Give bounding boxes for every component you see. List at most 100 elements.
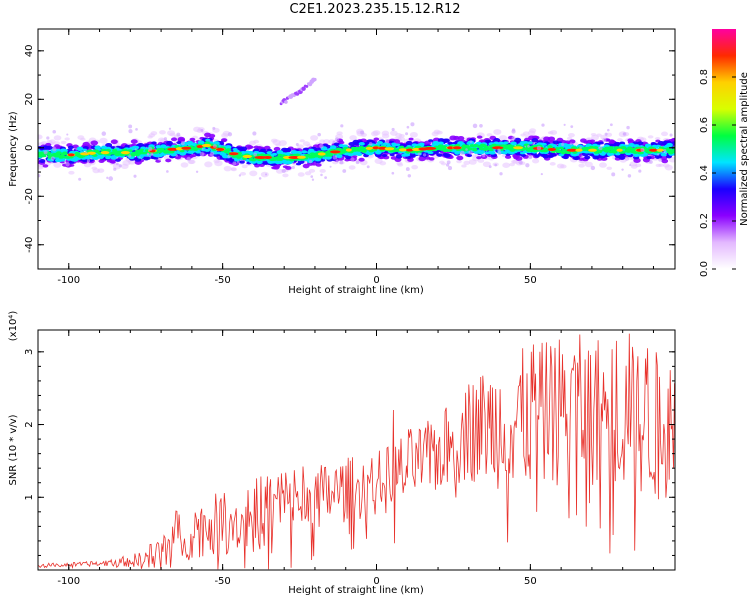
spectrogram-cell [204, 161, 213, 168]
spectrogram-cell [509, 148, 516, 152]
spectrogram-cell [302, 141, 311, 147]
spectrogram-cell [336, 131, 343, 136]
spectrogram-cell [190, 153, 197, 158]
spectrogram-speckle [265, 173, 268, 176]
spectrogram-cell [600, 153, 606, 156]
spectrogram-cell [436, 153, 443, 157]
spectrogram-speckle [108, 176, 114, 181]
spectrogram-cell [322, 139, 331, 145]
spectrogram-cell [197, 147, 203, 150]
spectrogram-speckle [186, 156, 191, 162]
spectrogram-cell [398, 148, 408, 152]
spectrogram-cell [311, 161, 318, 166]
spectrogram-speckle [626, 125, 630, 130]
spectrogram-cell [56, 151, 62, 155]
spectrogram-speckle [281, 168, 286, 174]
spectrogram-cell [527, 141, 533, 145]
spectrogram-speckle [135, 127, 138, 131]
spectrogram-speckle [134, 148, 137, 151]
spectrogram-ytick-label: 40 [24, 44, 35, 57]
spectrogram-cell [541, 142, 547, 146]
colorbar-tick-label: 0.2 [699, 213, 710, 229]
spectrogram-cell [348, 165, 356, 170]
spectrogram-cell [549, 162, 556, 166]
spectrogram-cell [656, 148, 664, 152]
spectrogram-cell [457, 136, 465, 141]
spectrogram-cell [41, 154, 47, 158]
spectrogram-cell [215, 147, 225, 151]
spectrogram-speckle [366, 165, 370, 169]
spectrogram-speckle [212, 144, 217, 148]
spectrogram-cell [596, 133, 602, 137]
spectrogram-cell [463, 160, 471, 166]
spectrogram-cell [409, 131, 418, 138]
spectrogram-cell [502, 162, 511, 168]
spectrogram-cell [542, 154, 549, 159]
spectrogram-cell [92, 154, 98, 157]
spectrogram-speckle [590, 165, 596, 171]
spectrogram-cell [660, 152, 667, 157]
snr-frame [37, 329, 676, 571]
spectrogram-cell [584, 161, 593, 168]
spectrogram-speckle [175, 154, 179, 157]
spectrogram-cell [667, 150, 674, 155]
spectrogram-speckle [656, 153, 660, 156]
spectrogram-speckle [329, 165, 332, 168]
colorbar-label: Normalized spectral amplitude [739, 72, 750, 226]
spectrogram-speckle [128, 129, 133, 134]
spectrogram-cell [60, 140, 67, 145]
spectrogram-cell [617, 138, 623, 142]
spectrogram-cell [68, 156, 73, 159]
spectrogram-xlabel: Height of straight line (km) [288, 285, 424, 296]
spectrogram-cell [527, 130, 536, 136]
spectrogram-cell [592, 146, 599, 150]
spectrogram-cell [196, 145, 204, 149]
spectrogram-speckle [410, 122, 415, 127]
spectrogram-cell [443, 138, 450, 143]
spectrogram-cell [428, 139, 434, 142]
spectrogram-cell [336, 154, 343, 158]
spectrogram-cell [345, 148, 352, 152]
spectrogram-cell [365, 146, 373, 150]
spectrogram-cell [64, 137, 70, 141]
snr-xtick-label: -100 [57, 576, 80, 587]
spectrogram-speckle [43, 150, 48, 155]
spectrogram-cell [273, 146, 281, 152]
spectrogram-cell [437, 141, 444, 146]
spectrogram-cell [492, 146, 504, 150]
colorbar-gradient [712, 29, 736, 269]
spectrogram-cell [338, 140, 345, 145]
spectrogram-cell [616, 148, 623, 152]
spectrogram-cell [204, 148, 211, 152]
colorbar: 0.0 0.2 0.4 0.6 0.8 Normalized spectral ampl… [699, 29, 750, 277]
spectrogram-streak-cell [305, 84, 309, 88]
spectrogram-speckle [422, 153, 427, 157]
spectrogram-speckle [360, 130, 365, 135]
spectrogram-speckle [497, 151, 502, 156]
spectrogram-cell [394, 148, 400, 152]
spectrogram-cell [486, 133, 493, 137]
spectrogram-speckle [497, 148, 501, 152]
spectrogram-cell [311, 154, 317, 158]
spectrogram-speckle [511, 129, 516, 134]
spectrogram-cell [531, 138, 539, 143]
spectrogram-cell [100, 151, 110, 155]
spectrogram-speckle [227, 155, 231, 158]
spectrogram-cell [666, 142, 673, 148]
spectrogram-cell [230, 167, 237, 171]
spectrogram-speckle [118, 164, 122, 168]
spectrogram-speckle [446, 160, 451, 165]
spectrogram-cell [423, 140, 432, 146]
snr-ytick-label: 2 [24, 421, 35, 427]
spectrogram-cell [594, 156, 600, 160]
spectrogram-cell [239, 160, 245, 164]
spectrogram-ytick-label: -40 [24, 237, 35, 253]
spectrogram-cell [452, 146, 462, 150]
spectrogram-speckle [114, 146, 117, 149]
snr-xtick-label: 0 [373, 576, 379, 587]
spectrogram-speckle [511, 136, 516, 141]
spectrogram-speckle [308, 159, 313, 164]
spectrogram-speckle [621, 168, 624, 171]
spectrogram-speckle [527, 144, 530, 148]
spectrogram-cell [201, 143, 212, 148]
